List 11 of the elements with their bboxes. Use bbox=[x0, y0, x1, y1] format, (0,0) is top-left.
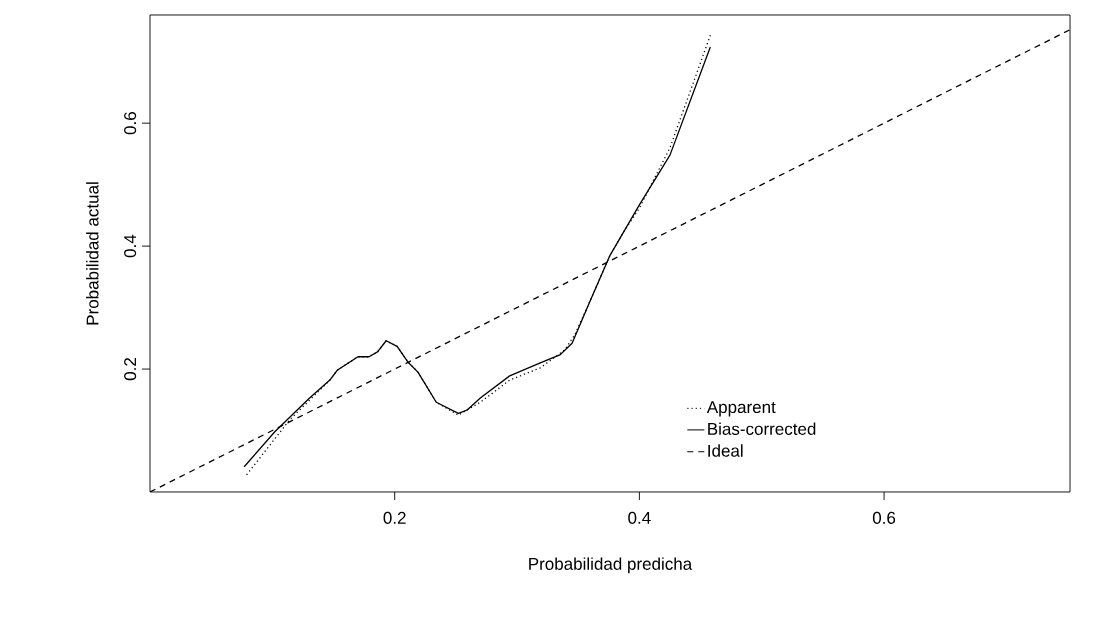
x-tick-label: 0.4 bbox=[628, 511, 651, 524]
legend-label: Apparent bbox=[706, 401, 776, 417]
y-tick-label: 0.6 bbox=[124, 112, 137, 135]
x-tick-label: 0.2 bbox=[383, 511, 406, 524]
legend-label: Ideal bbox=[708, 444, 743, 457]
y-axis-title: Probabilidad actual bbox=[86, 182, 99, 325]
x-tick-label: 0.6 bbox=[872, 511, 896, 524]
x-axis-title: Probabilidad predicha bbox=[529, 557, 693, 574]
y-tick-label: 0.4 bbox=[124, 234, 137, 258]
legend-label: Bias-corrected bbox=[708, 422, 816, 435]
y-tick-label: 0.2 bbox=[124, 358, 137, 381]
